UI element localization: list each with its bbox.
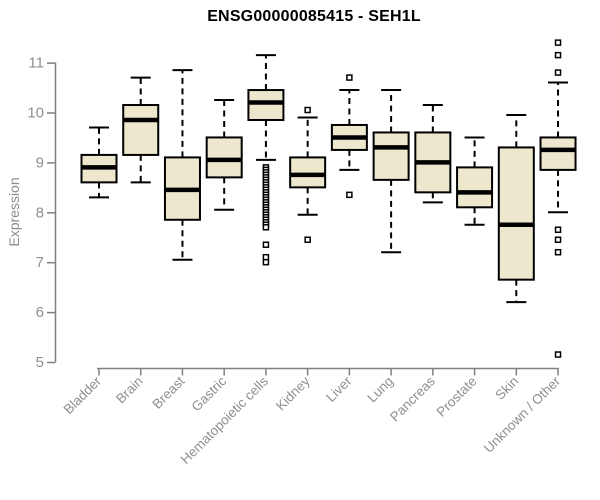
whiskers-breast xyxy=(172,69,193,261)
y-tick-label: 10 xyxy=(27,105,44,122)
x-tick-label-prostate: Prostate xyxy=(434,374,480,420)
y-tick-label: 5 xyxy=(36,354,44,371)
whiskers-bladder xyxy=(89,126,109,199)
boxplot-liver xyxy=(330,74,368,199)
iqr-box xyxy=(205,136,243,179)
x-tick-label-unknown-other: Unknown / Other xyxy=(481,373,564,456)
x-tick-label-bladder: Bladder xyxy=(61,373,105,417)
whiskers-pancreas xyxy=(422,104,443,204)
outlier-point xyxy=(554,51,562,59)
boxplot-breast xyxy=(163,69,201,261)
chart-title: ENSG00000085415 - SEH1L xyxy=(207,8,421,25)
whiskers-brain xyxy=(130,76,151,184)
whiskers-gastric xyxy=(214,99,235,211)
x-axis xyxy=(97,367,559,376)
outlier-point xyxy=(554,69,562,76)
x-tick-label-pancreas: Pancreas xyxy=(387,373,438,424)
iqr-box xyxy=(539,136,577,171)
boxplot-brain xyxy=(122,76,160,184)
iqr-box xyxy=(456,166,494,209)
outlier-point xyxy=(262,224,270,231)
boxplot-bladder xyxy=(80,126,118,199)
boxplot-pancreas xyxy=(414,104,452,204)
y-tick-label: 11 xyxy=(28,55,44,72)
outlier-point xyxy=(262,258,270,266)
x-tick-label-skin: Skin xyxy=(492,374,521,403)
boxplot-lung xyxy=(372,89,410,254)
x-tick-label-liver: Liver xyxy=(323,373,355,405)
boxplot-skin xyxy=(497,113,535,304)
outlier-point xyxy=(554,236,562,243)
iqr-box xyxy=(122,104,160,156)
outlier-point xyxy=(304,236,311,243)
y-tick-label: 9 xyxy=(36,154,44,171)
boxplot-unknown-other xyxy=(539,39,577,358)
outlier-point xyxy=(304,106,311,114)
y-axis xyxy=(47,62,57,364)
iqr-box xyxy=(497,146,535,281)
whiskers-kidney xyxy=(297,116,318,216)
whiskers-skin xyxy=(506,113,527,304)
x-tick-label-kidney: Kidney xyxy=(273,373,313,413)
x-tick-label-gastric: Gastric xyxy=(188,373,229,414)
whiskers-lung xyxy=(381,89,402,254)
iqr-box xyxy=(289,156,327,189)
outlier-point xyxy=(262,241,270,248)
y-tick-label: 8 xyxy=(36,204,44,221)
boxplot-gastric xyxy=(205,99,243,211)
whiskers-unknown-other xyxy=(548,81,569,214)
whiskers-prostate xyxy=(464,136,485,226)
x-tick-label-breast: Breast xyxy=(149,373,187,411)
outlier-point xyxy=(346,74,353,81)
outlier-point xyxy=(346,191,353,199)
iqr-box xyxy=(247,89,285,121)
outlier-point xyxy=(554,351,562,358)
boxplot-hematopoietic-cells xyxy=(247,54,285,266)
iqr-box xyxy=(372,131,410,181)
whiskers-liver xyxy=(339,89,360,171)
x-tick-label-brain: Brain xyxy=(113,374,146,407)
y-tick-label: 6 xyxy=(36,304,44,321)
whiskers-hematopoietic-cells xyxy=(255,54,276,161)
boxplot-kidney xyxy=(289,106,327,243)
boxplot-prostate xyxy=(456,136,494,226)
outlier-point xyxy=(554,248,562,256)
y-tick-label: 7 xyxy=(36,254,44,271)
x-tick-label-lung: Lung xyxy=(364,374,396,406)
outlier-point xyxy=(554,39,562,46)
outlier-point xyxy=(554,226,562,234)
